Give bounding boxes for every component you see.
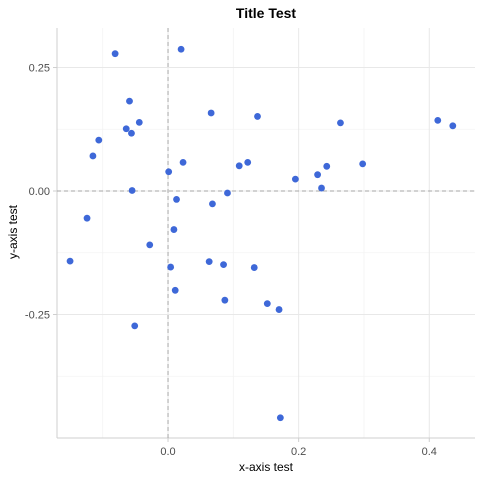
data-point [171, 286, 179, 294]
data-point [131, 322, 139, 330]
data-point [126, 97, 133, 105]
data-point [165, 168, 173, 176]
tick-labels: 0.0 0.2 0.4 0.25 0.00 -0.25 [25, 63, 437, 458]
data-point [235, 162, 243, 170]
data-point [146, 241, 154, 249]
data-point [209, 200, 216, 208]
data-point [95, 136, 103, 144]
x-tick-label: 0.0 [160, 446, 175, 458]
data-point [111, 50, 119, 58]
data-point [291, 175, 299, 183]
data-point [83, 214, 91, 222]
data-point [224, 189, 231, 197]
data-point [167, 263, 175, 271]
axes [56, 28, 475, 439]
data-point [179, 158, 187, 166]
data-point [314, 171, 321, 179]
data-point [173, 196, 180, 203]
data-point [318, 184, 325, 192]
data-point [177, 45, 185, 53]
data-point [263, 300, 271, 308]
data-point [221, 296, 229, 304]
data-point [66, 257, 74, 265]
data-point [250, 264, 258, 271]
data-point [449, 122, 457, 130]
y-tick-label: 0.00 [29, 186, 50, 198]
data-point [89, 152, 97, 160]
data-point [323, 162, 331, 170]
data-point [244, 158, 252, 166]
data-point [359, 160, 367, 168]
x-axis-label: x-axis test [239, 460, 294, 474]
y-tick-label: -0.25 [25, 310, 50, 322]
data-point [276, 414, 284, 422]
data-point [434, 116, 442, 124]
data-point [275, 306, 283, 313]
data-point [205, 258, 213, 266]
data-point [170, 226, 178, 233]
data-points [66, 45, 457, 422]
y-axis-label: y-axis test [6, 204, 20, 259]
x-tick-label: 0.2 [291, 446, 306, 458]
data-point [128, 187, 136, 194]
y-tick-label: 0.25 [29, 63, 50, 75]
x-tick-label: 0.4 [422, 446, 437, 458]
data-point [254, 113, 261, 120]
chart-title: Title Test [236, 5, 297, 21]
data-point [128, 129, 135, 137]
data-point [122, 125, 130, 133]
grid [57, 28, 475, 438]
data-point [220, 261, 227, 269]
data-point [207, 109, 215, 117]
data-point [337, 119, 344, 127]
data-point [135, 118, 143, 126]
